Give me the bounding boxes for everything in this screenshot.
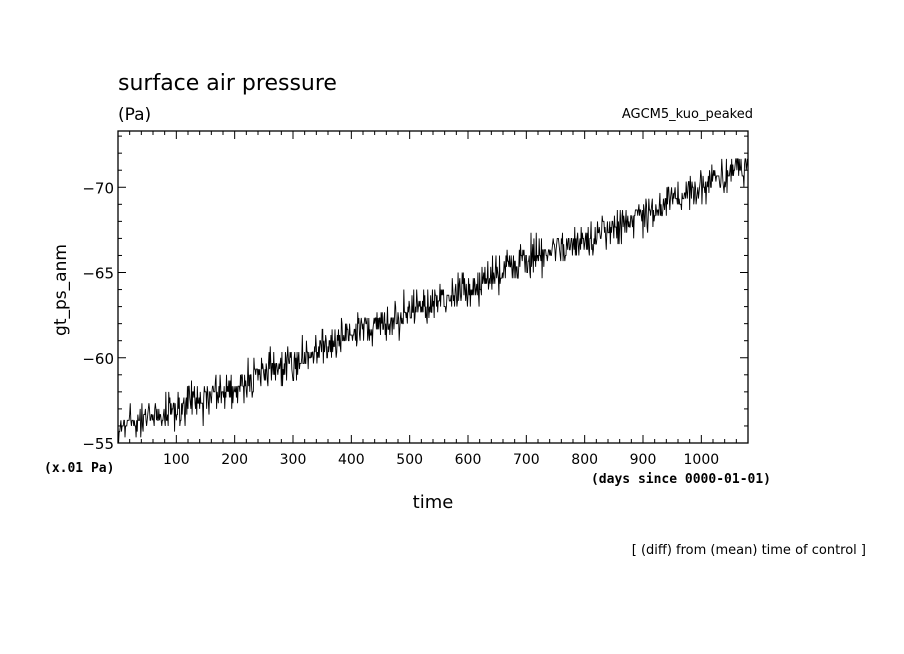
x-axis-label: time <box>413 492 454 513</box>
x-tick-label: 300 <box>280 452 307 468</box>
comparison-note: [ (diff) from (mean) time of control ] <box>632 543 866 558</box>
x-tick-label: 500 <box>396 452 423 468</box>
x-tick-label: 100 <box>163 452 190 468</box>
plot-frame <box>117 130 749 444</box>
x-tick-label: 900 <box>630 452 657 468</box>
plot-area <box>117 130 749 444</box>
model-label: AGCM5_kuo_peaked <box>622 107 753 122</box>
chart-title: surface air pressure <box>118 71 337 96</box>
x-tick-label: 200 <box>221 452 248 468</box>
y-tick-label: −60 <box>82 350 114 368</box>
x-tick-label: 600 <box>455 452 482 468</box>
x-tick-label: 800 <box>571 452 598 468</box>
y-tick-labels: −55 −60 −65 −70 <box>82 179 114 453</box>
x-tick-label: 400 <box>338 452 365 468</box>
x-tick-label: 700 <box>513 452 540 468</box>
y-tick-label: −70 <box>82 179 114 197</box>
y-axis-label: gt_ps_anm <box>51 244 71 336</box>
x-tick-label: 1000 <box>684 452 720 468</box>
y-units-label: (x.01 Pa) <box>44 461 114 476</box>
series-line <box>117 158 749 444</box>
axis-ticks <box>118 131 749 444</box>
title-units: (Pa) <box>118 105 151 125</box>
x-tick-labels: 100 200 300 400 500 600 700 800 900 1000 <box>163 452 719 468</box>
y-tick-label: −55 <box>82 435 114 453</box>
series-path <box>117 158 749 444</box>
x-units-label: (days since 0000-01-01) <box>591 472 771 487</box>
y-tick-label: −65 <box>82 265 114 283</box>
